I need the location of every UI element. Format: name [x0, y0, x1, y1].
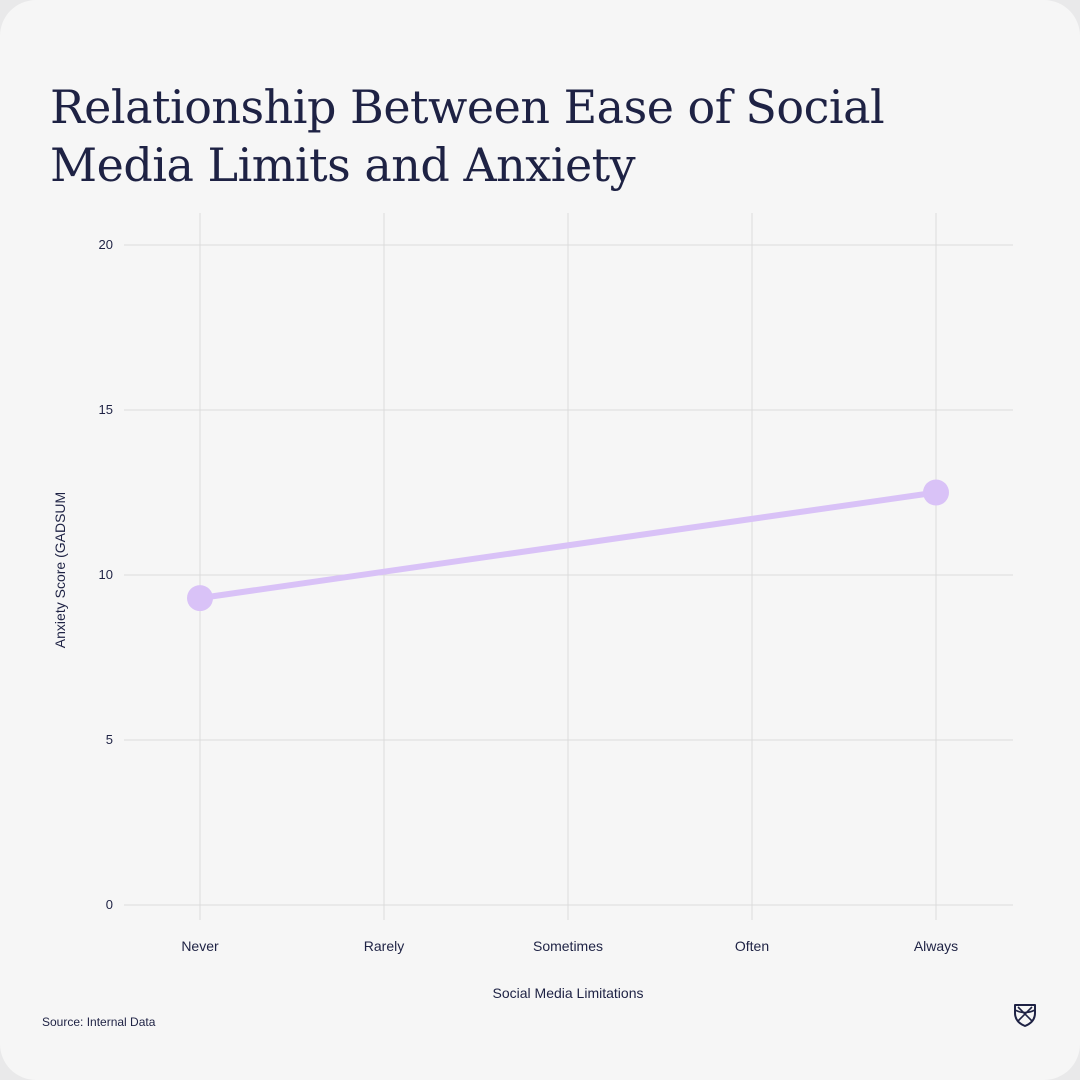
source-note: Source: Internal Data	[42, 1015, 156, 1029]
y-axis-label: Anxiety Score (GADSUM	[52, 491, 68, 649]
x-tick-label: Sometimes	[533, 938, 603, 954]
data-point	[187, 585, 213, 612]
x-axis-label: Social Media Limitations	[492, 985, 644, 1001]
y-tick-label: 10	[99, 567, 113, 582]
x-tick-label: Often	[735, 938, 769, 954]
shield-icon	[1014, 1004, 1036, 1027]
y-tick-label: 5	[106, 732, 113, 747]
x-tick-label: Rarely	[364, 938, 404, 954]
x-tick-label: Always	[914, 938, 958, 954]
y-tick-label: 15	[99, 402, 113, 417]
chart-title: Relationship Between Ease of Social Medi…	[50, 80, 885, 192]
x-tick-label: Never	[181, 938, 219, 954]
y-tick-label: 20	[99, 237, 113, 252]
series-line	[197, 489, 939, 602]
data-point	[923, 479, 949, 506]
y-tick-label: 0	[106, 897, 113, 912]
